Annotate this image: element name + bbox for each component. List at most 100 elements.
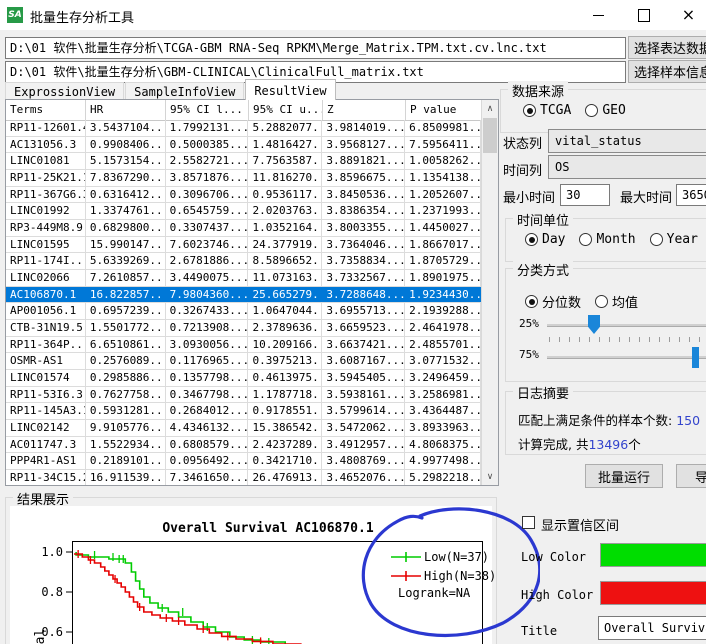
table-cell: 1.8705729... xyxy=(405,253,481,270)
slider-tick xyxy=(579,337,580,342)
table-row[interactable]: LINC02066 7.2610857... 3.4490075... 11.0731… xyxy=(6,270,481,287)
low-color-swatch[interactable] xyxy=(600,543,706,567)
table-cell: 4.9977498... xyxy=(405,453,481,470)
table-cell: 1.2052607... xyxy=(405,186,481,203)
radio-label: 均值 xyxy=(612,296,639,311)
low-slider-track[interactable] xyxy=(547,324,706,327)
column-header[interactable]: P value xyxy=(406,100,482,120)
batch-run-button[interactable]: 批量运行 xyxy=(585,464,663,488)
table-cell: 1.1354138... xyxy=(405,170,481,186)
table-row[interactable]: LINC01081 5.1573154... 2.5582721... 7.75635… xyxy=(6,153,481,171)
maximize-button[interactable] xyxy=(621,0,666,30)
tab-exprossionview[interactable]: ExprossionView xyxy=(5,82,125,100)
table-row[interactable]: LINC01595 15.990147... 7.6023746... 24.3779… xyxy=(6,236,481,254)
column-header[interactable]: Terms xyxy=(6,100,86,120)
column-header[interactable]: 95% CI l... xyxy=(166,100,249,120)
max-time-input[interactable]: 3650 xyxy=(676,184,706,206)
high-slider-track[interactable] xyxy=(547,356,706,359)
table-row[interactable]: PPP4R1-AS1 0.2189101... 0.0956492... 0.3421… xyxy=(6,453,481,471)
classify-radios: 分位数 均值 xyxy=(525,292,652,311)
table-row[interactable]: AC131056.3 0.9908406... 0.5000385... 1.4816… xyxy=(6,136,481,154)
table-cell: 2.0203763... xyxy=(248,203,323,220)
tab-resultview[interactable]: ResultView xyxy=(245,79,336,100)
time-unit-group: 时间单位 Day Month Year xyxy=(505,210,706,262)
table-body: RP11-12601.4 3.5437104... 1.7992131... 5.28… xyxy=(6,120,481,485)
table-scrollbar[interactable]: ∧ ∨ xyxy=(481,100,498,485)
table-row[interactable]: AC106870.1 16.822857... 7.9804360... 25.665… xyxy=(6,286,481,304)
table-row[interactable]: RP11-12601.4 3.5437104... 1.7992131... 5.28… xyxy=(6,120,481,137)
table-row[interactable]: RP11-174I... 5.6339269... 2.6781886... 8.58… xyxy=(6,253,481,271)
expression-path-input[interactable]: D:\01 软件\批量生存分析\TCGA-GBM RNA-Seq RPKM\Me… xyxy=(5,37,626,59)
radio-tcga[interactable]: TCGA xyxy=(523,103,571,118)
table-cell: 5.1573154... xyxy=(86,153,166,170)
status-col-combo[interactable]: vital_status xyxy=(548,129,706,153)
slider-tick xyxy=(649,337,650,342)
radio-icon xyxy=(649,233,663,246)
table-cell: 1.4816427... xyxy=(248,136,323,153)
table-row[interactable]: OSMR-AS1 0.2576089... 0.1176965... 0.397521… xyxy=(6,353,481,371)
table-row[interactable]: AC011747.3 1.5522934... 0.6808579... 2.4237… xyxy=(6,436,481,454)
radio-均值[interactable]: 均值 xyxy=(595,292,638,311)
table-row[interactable]: AP001056.1 0.6957239... 0.3267433... 1.0647… xyxy=(6,303,481,321)
min-time-input[interactable]: 30 xyxy=(560,184,610,206)
close-button[interactable]: × xyxy=(666,0,706,30)
result-group: 结果展示 xyxy=(5,489,497,644)
table-row[interactable]: RP11-25K21.1 7.8367290... 3.8571876... 11.8… xyxy=(6,170,481,187)
table-row[interactable]: RP11-34C15.2 16.911539... 7.3461650... 26.4… xyxy=(6,470,481,485)
table-row[interactable]: LINC02142 9.9105776... 4.4346132... 15.3865… xyxy=(6,420,481,437)
km-curve-high xyxy=(74,553,302,644)
column-header[interactable]: Z xyxy=(323,100,406,120)
table-row[interactable]: RP11-145A3.1 0.5931281... 0.2684012... 0.91… xyxy=(6,403,481,421)
slider-ticks xyxy=(549,337,706,342)
radio-month[interactable]: Month xyxy=(579,232,636,247)
scroll-up-icon[interactable]: ∧ xyxy=(486,103,494,114)
select-sample-button[interactable]: 选择样本信息 xyxy=(628,60,706,83)
table-cell: RP11-34C15.2 xyxy=(6,470,86,485)
table-row[interactable]: LINC01992 1.3374761... 0.6545759... 2.02037… xyxy=(6,203,481,221)
scroll-down-icon[interactable]: ∨ xyxy=(486,471,494,482)
scroll-thumb[interactable] xyxy=(483,118,497,153)
table-cell: 3.8003355... xyxy=(322,220,406,236)
table-cell: 1.9234430... xyxy=(405,286,481,303)
table-cell: 0.2576089... xyxy=(86,353,166,370)
time-col-combo[interactable]: OS xyxy=(548,155,706,179)
high-color-swatch[interactable] xyxy=(600,581,706,605)
legend-label: Low(N=37) xyxy=(424,550,489,564)
table-row[interactable]: RP11-53I6.3 0.7627758... 0.3467798... 1.178… xyxy=(6,386,481,404)
result-group-title: 结果展示 xyxy=(13,489,74,508)
radio-geo[interactable]: GEO xyxy=(585,103,626,118)
table-cell: 8.5896652... xyxy=(248,253,323,270)
table-row[interactable]: RP11-367G6.3 0.6316412... 0.3096706... 0.95… xyxy=(6,186,481,204)
column-header[interactable]: HR xyxy=(86,100,166,120)
plot-title-label: Title xyxy=(521,624,558,638)
table-cell: RP11-364P... xyxy=(6,336,86,353)
table-cell: 0.7627758... xyxy=(86,386,166,403)
minimize-button[interactable] xyxy=(576,0,621,30)
plot-title-input[interactable]: Overall Survival AC106870.1 xyxy=(598,616,706,640)
table-row[interactable]: CTB-31N19.5 1.5501772... 0.7213908... 2.378… xyxy=(6,320,481,337)
select-expression-button[interactable]: 选择表达数据 xyxy=(628,36,706,59)
table-row[interactable]: LINC01574 0.2985886... 0.1357798... 0.46139… xyxy=(6,370,481,387)
radio-label: Year xyxy=(666,232,698,247)
column-header[interactable]: 95% CI u... xyxy=(249,100,323,120)
low-color-label: Low Color xyxy=(521,550,587,564)
radio-day[interactable]: Day xyxy=(525,232,565,247)
table-cell: 3.0771532... xyxy=(405,353,481,370)
table-cell: RP11-25K21.1 xyxy=(6,170,86,186)
table-cell: RP11-367G6.3 xyxy=(6,186,86,203)
radio-year[interactable]: Year xyxy=(649,232,698,247)
table-cell: 0.2189101... xyxy=(86,453,166,470)
high-slider-thumb[interactable] xyxy=(692,347,699,368)
hand-drawn-circle-annotation xyxy=(361,507,540,638)
radio-分位数[interactable]: 分位数 xyxy=(525,292,581,311)
export-button[interactable]: 导出 xyxy=(676,464,706,488)
table-cell: 11.816270... xyxy=(248,170,323,186)
table-cell: RP11-12601.4 xyxy=(6,120,86,136)
table-row[interactable]: RP3-449M8.9 0.6829800... 0.3307437... 1.035… xyxy=(6,220,481,237)
confidence-checkbox[interactable] xyxy=(522,516,535,529)
table-cell: 3.5472062... xyxy=(322,420,406,436)
table-cell: 10.209166... xyxy=(248,336,323,353)
low-slider-thumb[interactable] xyxy=(588,315,600,334)
table-row[interactable]: RP11-364P... 6.6510861... 3.0930056... 10.2… xyxy=(6,336,481,354)
tab-sampleinfoview[interactable]: SampleInfoView xyxy=(125,82,245,100)
